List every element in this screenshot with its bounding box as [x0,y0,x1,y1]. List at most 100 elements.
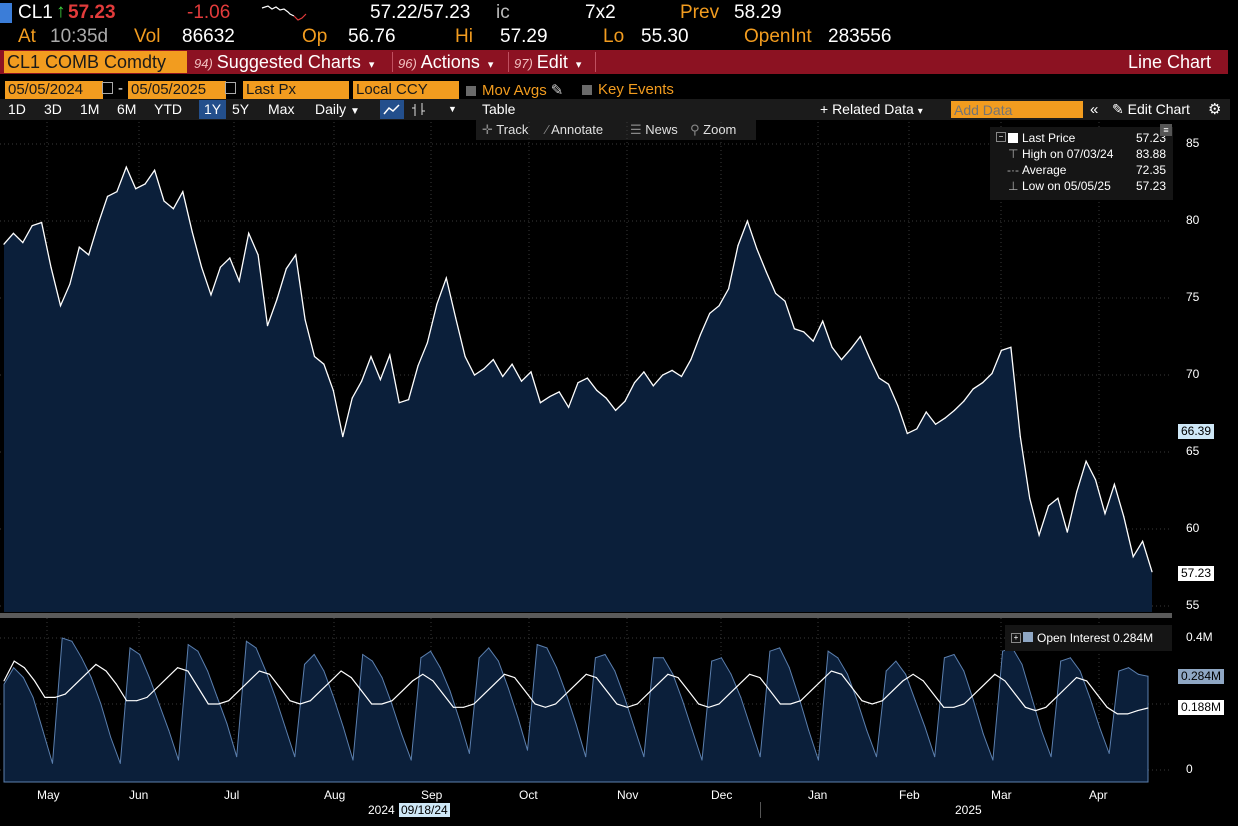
oi-point-33 [323,670,325,672]
oi-avg-point-83 [851,687,853,688]
legend-menu-icon[interactable]: ≡ [1160,124,1172,136]
oi-avg-point-96 [984,683,986,685]
oi-avg-point-11 [115,683,117,685]
period-select[interactable]: Daily ▼ [315,100,360,119]
price-point-38 [361,380,363,382]
oi-avg-point-53 [544,706,546,708]
range-button-max[interactable]: Max [268,101,295,117]
oi-point-6 [61,637,63,639]
related-data-button[interactable]: + Related Data ▾ [820,100,923,119]
track-button[interactable]: ✛ Track [482,120,528,140]
checkbox-icon [582,85,592,95]
oi-point-62 [604,654,606,655]
range-button-6m[interactable]: 6M [117,101,137,117]
key-events-checkbox[interactable]: Key Events [582,81,674,98]
calendar-icon[interactable] [225,82,236,94]
suggested-charts-button[interactable]: 94) Suggested Charts ▾ [194,50,374,74]
open-interest-area [3,637,1149,783]
range-button-5y[interactable]: 5Y [232,101,250,117]
add-data-input[interactable] [951,101,1083,118]
range-button-ytd[interactable]: YTD [154,101,182,117]
price-point-58 [549,396,551,398]
edit-chart-button[interactable]: ✎ Edit Chart [1112,100,1190,119]
line-chart-icon[interactable] [380,100,404,119]
price-point-114 [1076,491,1078,493]
price-point-30 [285,268,287,270]
suggested-charts-num: 94) [194,56,213,71]
oi-point-57 [556,667,558,669]
oi-point-87 [847,673,848,675]
gear-icon[interactable]: ⚙ [1208,101,1222,118]
annotate-button[interactable]: ∕ Annotate [546,120,603,140]
date-dash: - [118,80,123,97]
currency-select[interactable]: Local CCY [353,81,459,99]
oi-avg-point-52 [534,703,536,705]
high-marker-icon: ⊤ [1008,147,1019,161]
actions-num: 96) [398,56,417,71]
price-point-0 [3,243,5,245]
oi-point-61 [594,657,596,659]
price-point-18 [172,208,174,210]
pencil-icon[interactable]: ✎ [550,82,564,99]
oi-avg-point-27 [279,687,281,688]
oi-point-112 [1089,696,1091,698]
oi-avg-point-81 [830,670,832,672]
price-point-5 [50,266,52,268]
bid-ask: 57.22/57.23 [370,2,471,23]
oi-avg-point-22 [228,700,230,702]
oi-point-89 [866,729,868,731]
security-input[interactable]: CL1 COMB Comdty [4,51,187,73]
price-area [4,167,1152,612]
collapse-legend-icon[interactable]: − [996,132,1006,142]
oi-point-71 [691,729,693,731]
oi-point-37 [362,654,364,655]
zoom-button[interactable]: ⚲ Zoom [690,120,736,140]
price-point-119 [1123,516,1125,518]
oi-point-84 [817,759,819,761]
chevron-down-icon[interactable]: ▼ [448,104,457,114]
oi-point-99 [963,670,965,672]
table-button[interactable]: Table [482,101,516,117]
price-point-76 [718,305,720,307]
bid-ask-size: 7x2 [585,2,616,23]
oi-avg-point-16 [166,677,168,679]
ticker[interactable]: CL1 [18,2,53,23]
start-date-input[interactable]: 05/05/2024 [5,81,103,99]
mov-avgs-checkbox[interactable]: Mov Avgs ✎ [466,81,563,99]
oi-point-75 [730,673,732,675]
oi-point-68 [662,657,664,659]
oi-avg-point-50 [514,677,516,679]
oi-avg-point-95 [973,693,975,695]
year-divider [760,802,761,818]
related-data-label: + Related Data [820,101,914,117]
oi-avg-point-78 [800,700,802,702]
price-point-70 [662,374,664,376]
collapse-icon[interactable]: « [1090,101,1099,118]
range-button-1d[interactable]: 1D [8,101,26,117]
edit-button[interactable]: 97) Edit ▾ [514,50,581,74]
range-button-1y[interactable]: 1Y [199,100,227,119]
collapse-legend-icon[interactable]: + [1011,633,1021,643]
price-point-17 [163,200,165,202]
price-point-93 [878,377,880,379]
range-button-3d[interactable]: 3D [44,101,62,117]
calendar-icon[interactable] [102,82,113,94]
oi-avg-point-72 [738,683,740,685]
price-point-101 [953,409,956,411]
price-point-71 [671,369,673,371]
range-button-1m[interactable]: 1M [80,101,100,117]
chevron-down-icon: ▾ [368,59,375,71]
news-button[interactable]: ☰ News [630,120,678,140]
oi-avg-point-15 [156,687,158,688]
oi-point-109 [1060,660,1062,662]
end-date-input[interactable]: 05/05/2025 [128,81,226,99]
field-select[interactable]: Last Px [243,81,349,99]
price-point-108 [1019,436,1021,438]
oi-avg-point-74 [759,677,761,679]
edit-label: Edit [536,52,568,72]
oi-avg-point-84 [861,700,863,702]
actions-button[interactable]: 96) Actions ▾ [398,50,493,74]
oi-avg-point-0 [3,680,5,682]
bar-chart-icon[interactable] [408,100,430,124]
price-chart[interactable] [0,122,1238,786]
